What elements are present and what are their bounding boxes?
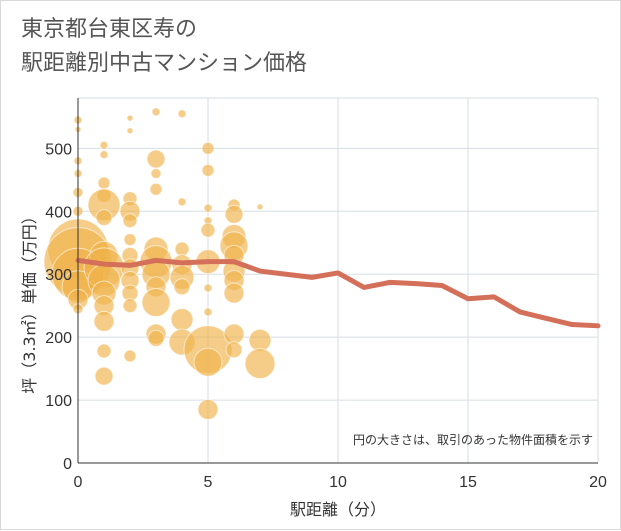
title-line-2: 駅距離別中古マンション価格 [21, 51, 308, 76]
y-tick-label: 0 [63, 456, 72, 473]
chart-title: 東京都台東区寿の 駅距離別中古マンション価格 [21, 13, 307, 81]
average-price-line [75, 257, 601, 329]
y-tick-label: 500 [45, 141, 72, 158]
y-axis-label: 坪（3.3㎡）単価（万円） [20, 208, 39, 393]
x-axis-label: 駅距離（分） [290, 500, 386, 519]
y-tick-label: 400 [45, 204, 72, 221]
bubble-point [225, 341, 243, 359]
bubble-point [123, 349, 137, 363]
y-tick-labels: 0 100 200 300 400 500 [45, 141, 72, 473]
y-tick-label: 100 [45, 393, 72, 410]
bubble-point [201, 141, 215, 155]
average-line-series [75, 257, 601, 329]
bubble-point [94, 366, 114, 386]
bubble-point [147, 329, 165, 347]
y-tick-label: 300 [45, 267, 72, 284]
title-line-1: 東京都台東区寿の [21, 17, 198, 42]
bubble-point [201, 163, 215, 177]
bubble-size-note: 円の大きさは、取引のあった物件面積を示す [353, 432, 593, 447]
bubble-point [223, 323, 245, 345]
bubble-point [244, 348, 276, 380]
bubble-point [197, 399, 219, 421]
bubble-point [99, 140, 109, 150]
bubble-point [177, 109, 187, 119]
bubble-point [170, 308, 194, 332]
bubble-point [174, 241, 190, 257]
bubble-point [149, 182, 163, 196]
bubble-point [151, 107, 161, 117]
bubble-point [141, 288, 171, 318]
bubble-point [150, 168, 162, 180]
bubble-point [203, 283, 213, 293]
bubble-point [126, 114, 134, 122]
bubble-point [177, 197, 187, 207]
bubble-point [203, 307, 213, 317]
y-tick-label: 200 [45, 330, 72, 347]
bubble-point [93, 310, 115, 332]
bubble-point [193, 347, 223, 377]
bubble-point [224, 204, 244, 224]
bubble-point [96, 343, 112, 359]
bubble-point [256, 203, 264, 211]
bubble-point [173, 278, 191, 296]
x-tick-label: 5 [204, 474, 213, 491]
x-tick-label: 20 [589, 474, 607, 491]
x-tick-label: 10 [329, 474, 347, 491]
x-tick-labels: 0 5 10 15 20 [74, 474, 607, 491]
x-tick-label: 0 [74, 474, 83, 491]
bubble-point [122, 298, 138, 314]
bubble-point [203, 203, 213, 213]
bubble-point [95, 209, 113, 227]
bubble-point [126, 127, 134, 135]
bubble-point [99, 150, 109, 160]
bubble-point [123, 233, 137, 247]
bubble-point [223, 282, 245, 304]
axes [77, 98, 598, 464]
bubble-point [122, 213, 138, 229]
bubble-point [248, 328, 272, 352]
bubble-point [97, 176, 111, 190]
x-tick-label: 15 [459, 474, 477, 491]
bubble-point [200, 222, 216, 238]
bubble-point [146, 149, 166, 169]
